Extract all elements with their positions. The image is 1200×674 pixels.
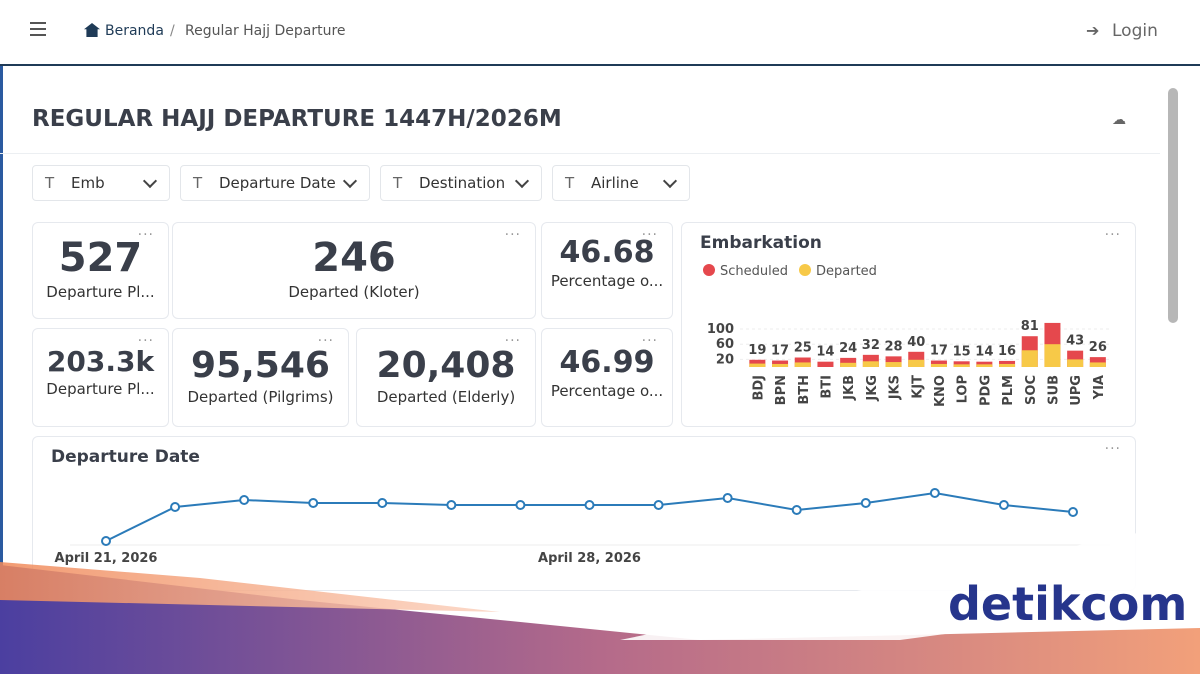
kpi-value: 95,546 — [191, 345, 330, 386]
menu-icon[interactable] — [30, 22, 46, 36]
filter[interactable]: Destination — [380, 165, 542, 201]
breadcrumb-sep: / — [170, 23, 175, 39]
kpi-card: ··· 20,408 Departed (Elderly) — [356, 328, 536, 427]
kpi-card: ··· 527 Departure Pl... — [32, 222, 169, 319]
chart-title: Embarkation — [700, 233, 822, 253]
kpi-label: Departed (Kloter) — [288, 283, 420, 301]
kpi-label: Departed (Pilgrims) — [187, 388, 334, 406]
breadcrumb-current: Regular Hajj Departure — [185, 23, 346, 39]
kpi-label: Percentage o... — [550, 272, 664, 290]
kpi-value: 527 — [58, 235, 143, 281]
download-icon[interactable]: ☁ — [1112, 112, 1126, 128]
departure-date-card: Departure Date ··· — [32, 436, 1136, 591]
kpi-value: 246 — [312, 235, 396, 281]
login-button[interactable]: Login — [1112, 21, 1158, 41]
kpi-card: ··· 46.99 Percentage o... — [541, 328, 673, 427]
kpi-card: ··· 246 Departed (Kloter) — [172, 222, 536, 319]
embarkation-card: Embarkation ··· — [681, 222, 1136, 427]
kpi-value: 46.99 — [559, 345, 655, 380]
kpi-card: ··· 203.3k Departure Pl... — [32, 328, 169, 427]
chart-title: Departure Date — [51, 447, 200, 467]
kpi-card: ··· 95,546 Departed (Pilgrims) — [172, 328, 349, 427]
filter[interactable]: Departure Date — [180, 165, 370, 201]
kpi-label: Percentage o... — [550, 382, 664, 400]
side-edge — [0, 66, 3, 566]
breadcrumb-home[interactable]: Beranda — [105, 23, 164, 39]
kpi-label: Departure Pl... — [46, 380, 155, 398]
top-bar: Beranda / Regular Hajj Departure ➔ Login — [0, 0, 1200, 66]
kpi-label: Departed (Elderly) — [376, 388, 516, 406]
page-title: REGULAR HAJJ DEPARTURE 1447H/2026M — [32, 106, 562, 132]
scrollbar[interactable] — [1168, 88, 1178, 323]
home-icon — [84, 23, 100, 37]
filter[interactable]: Emb — [32, 165, 170, 201]
kpi-label: Departure Pl... — [46, 283, 155, 301]
kpi-value: 20,408 — [376, 345, 516, 386]
kpi-value: 203.3k — [46, 345, 155, 378]
filter[interactable]: Airline — [552, 165, 690, 201]
login-icon: ➔ — [1086, 21, 1100, 40]
divider — [0, 153, 1160, 154]
kpi-value: 46.68 — [559, 235, 655, 270]
kpi-card: ··· 46.68 Percentage o... — [541, 222, 673, 319]
